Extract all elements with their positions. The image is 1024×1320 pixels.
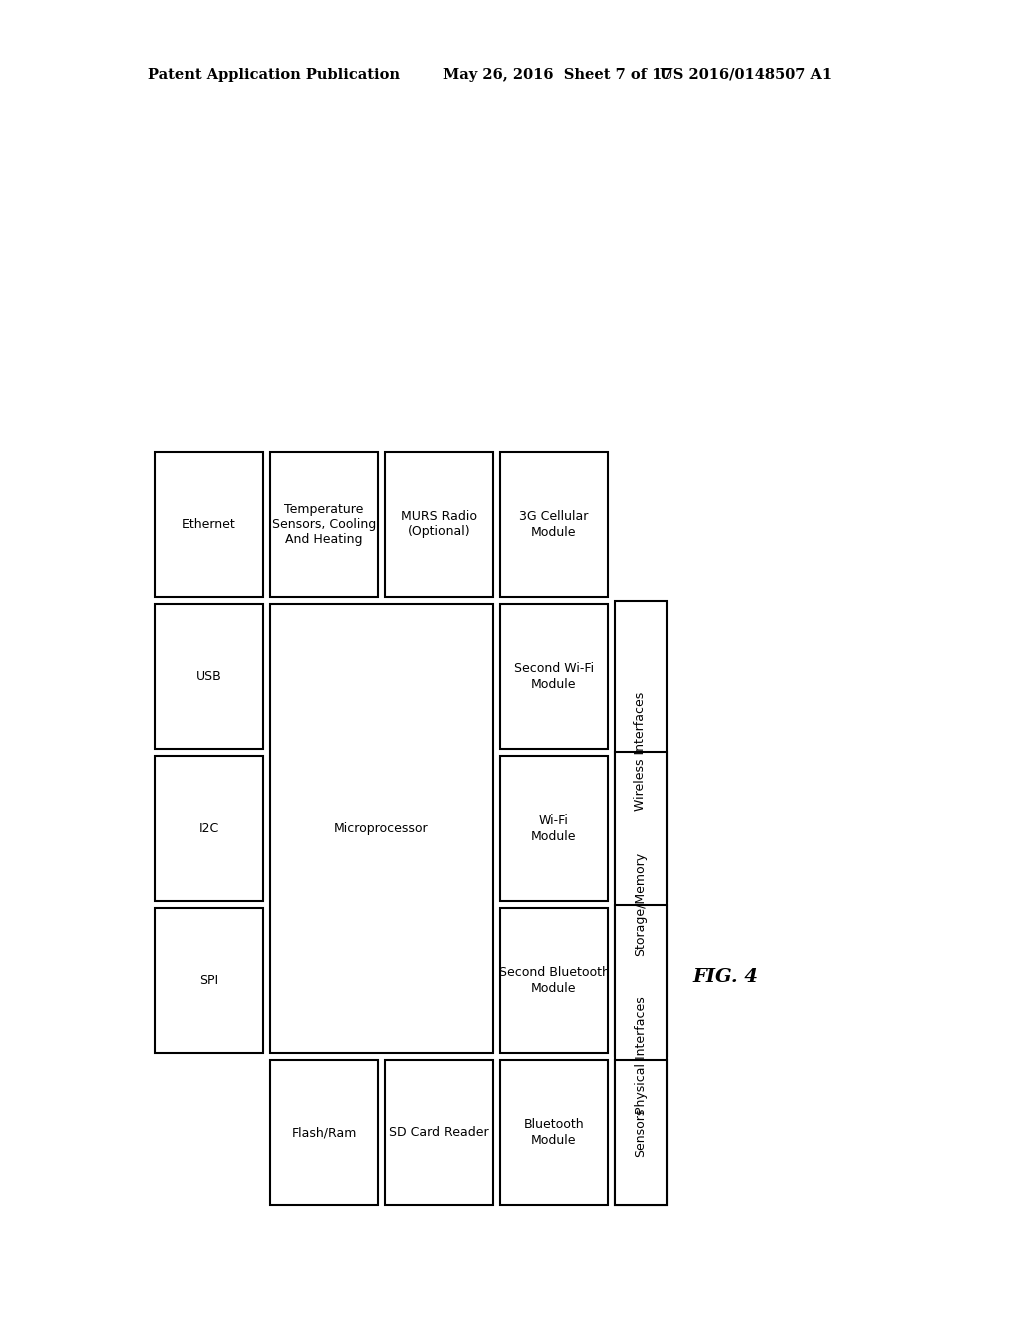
Bar [615, 752, 667, 1056]
Bar [270, 605, 493, 1053]
Text: Second Wi-Fi
Module: Second Wi-Fi Module [514, 663, 594, 690]
Text: Flash/Ram: Flash/Ram [291, 1126, 356, 1139]
Text: MURS Radio
(Optional): MURS Radio (Optional) [401, 511, 477, 539]
Bar [500, 1060, 608, 1205]
Text: Ethernet: Ethernet [182, 517, 236, 531]
Bar [615, 906, 667, 1205]
Bar [270, 451, 378, 597]
Text: May 26, 2016  Sheet 7 of 17: May 26, 2016 Sheet 7 of 17 [443, 69, 673, 82]
Bar [500, 756, 608, 902]
Bar [155, 605, 263, 748]
Bar [155, 756, 263, 902]
Text: USB: USB [197, 671, 222, 682]
Bar [155, 908, 263, 1053]
Text: Second Bluetooth
Module: Second Bluetooth Module [499, 966, 609, 994]
Text: Storage/Memory: Storage/Memory [635, 851, 647, 956]
Text: I2C: I2C [199, 822, 219, 836]
Text: FIG. 4: FIG. 4 [692, 968, 758, 986]
Bar [385, 1060, 493, 1205]
Text: Sensors: Sensors [635, 1107, 647, 1158]
Bar [155, 451, 263, 597]
Bar [385, 451, 493, 597]
Text: Physical Interfaces: Physical Interfaces [635, 997, 647, 1114]
Text: Wireless Interfaces: Wireless Interfaces [635, 692, 647, 810]
Text: Microprocessor: Microprocessor [334, 822, 429, 836]
Bar [615, 1060, 667, 1205]
Text: Patent Application Publication: Patent Application Publication [148, 69, 400, 82]
Bar [500, 605, 608, 748]
Text: SD Card Reader: SD Card Reader [389, 1126, 488, 1139]
Text: Bluetooth
Module: Bluetooth Module [523, 1118, 585, 1147]
Text: US 2016/0148507 A1: US 2016/0148507 A1 [660, 69, 833, 82]
Text: SPI: SPI [200, 974, 218, 987]
Bar [615, 601, 667, 902]
Bar [270, 1060, 378, 1205]
Text: Temperature
Sensors, Cooling
And Heating: Temperature Sensors, Cooling And Heating [272, 503, 376, 546]
Bar [500, 451, 608, 597]
Text: 3G Cellular
Module: 3G Cellular Module [519, 511, 589, 539]
Text: Wi-Fi
Module: Wi-Fi Module [531, 814, 577, 842]
Bar [500, 908, 608, 1053]
